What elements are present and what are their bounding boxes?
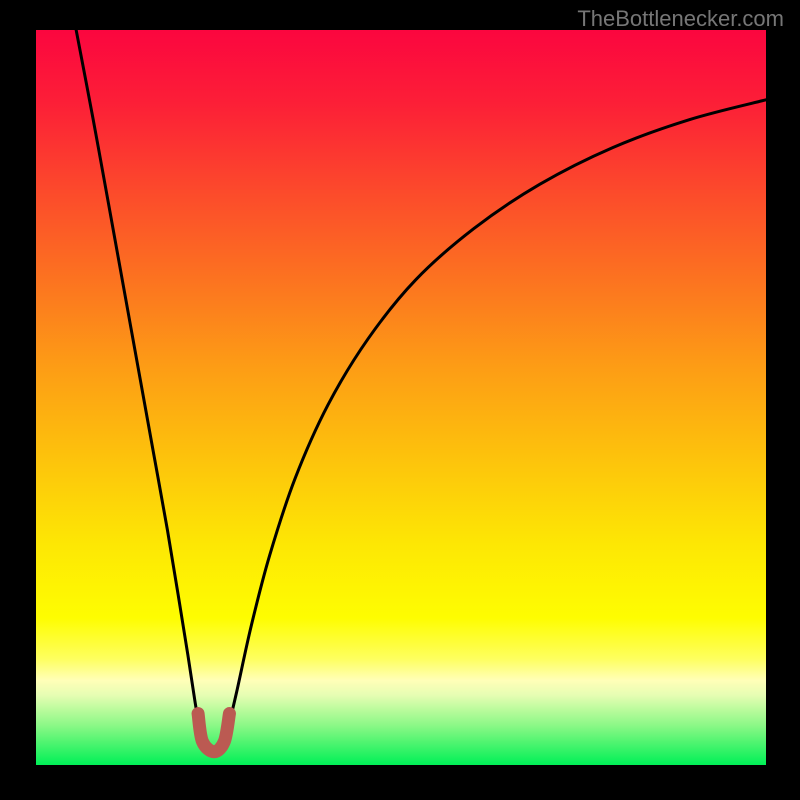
gradient-background — [36, 30, 766, 765]
bottleneck-chart — [36, 30, 766, 765]
chart-stage: TheBottlenecker.com — [0, 0, 800, 800]
watermark-text: TheBottlenecker.com — [577, 6, 784, 32]
